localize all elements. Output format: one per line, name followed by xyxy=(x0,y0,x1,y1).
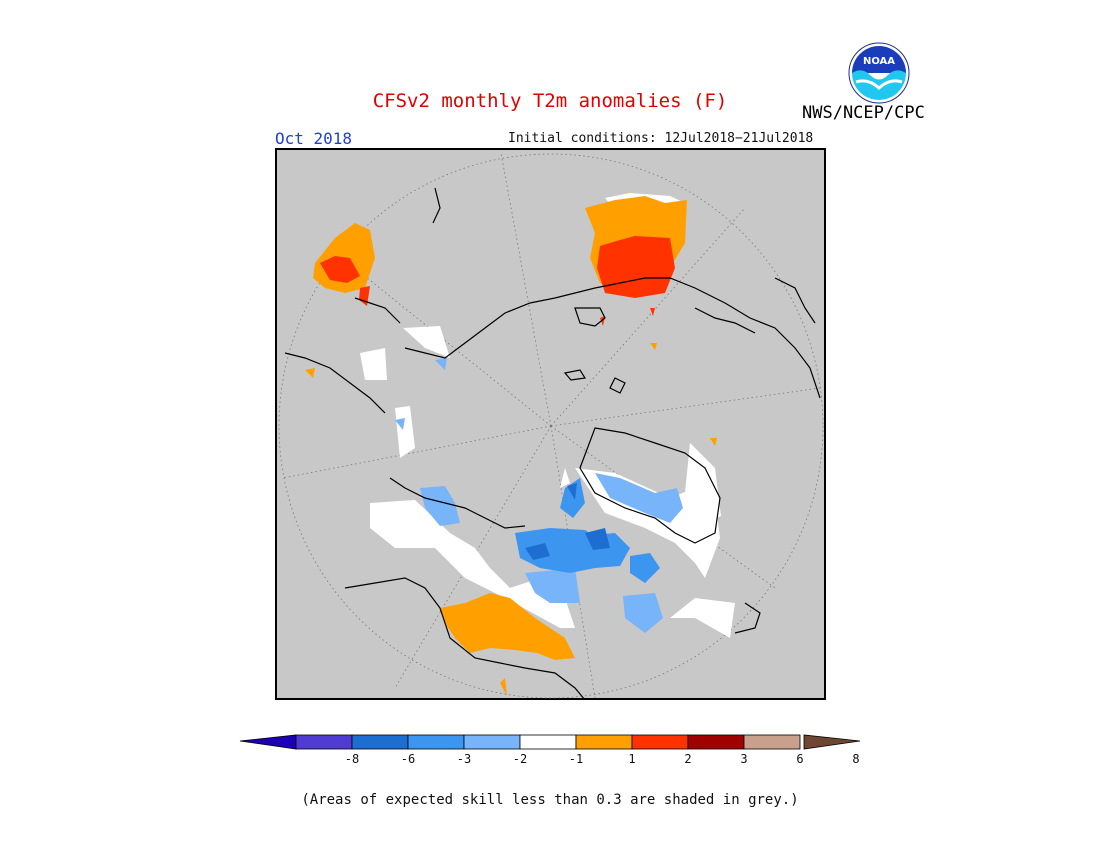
graticule xyxy=(278,152,824,699)
colorbar-tick-label: 1 xyxy=(628,752,635,766)
anomaly-light-blue-areas xyxy=(395,358,683,633)
colorbar-box xyxy=(519,734,577,750)
chart-title: CFSv2 monthly T2m anomalies (F) xyxy=(372,90,728,112)
colorbar-tick-label: 8 xyxy=(852,752,859,766)
colorbar-tick-label: 3 xyxy=(740,752,747,766)
anomaly-dark-blue-areas xyxy=(525,483,610,560)
colorbar-box xyxy=(631,734,689,750)
colorbar-box xyxy=(351,734,409,750)
coastlines xyxy=(284,187,821,700)
colorbar-tick-label: -3 xyxy=(457,752,471,766)
polar-anomaly-map xyxy=(275,148,826,700)
colorbar-box xyxy=(575,734,633,750)
colorbar-box xyxy=(463,734,521,750)
initial-conditions-label: Initial conditions: 12Jul2018−21Jul2018 xyxy=(508,131,814,146)
colorbar: -8 -6 -3 -2 -1 1 2 3 6 8 xyxy=(239,734,861,766)
colorbar-box xyxy=(295,734,353,750)
skill-note: (Areas of expected skill less than 0.3 a… xyxy=(301,792,799,808)
colorbar-arrow-left xyxy=(239,734,297,750)
colorbar-box xyxy=(407,734,465,750)
colorbar-tick-label: -1 xyxy=(569,752,583,766)
colorbar-tick-label: -2 xyxy=(513,752,527,766)
colorbar-box xyxy=(687,734,745,750)
organization-label: NWS/NCEP/CPC xyxy=(802,103,925,123)
colorbar-tick-label: -8 xyxy=(345,752,359,766)
target-month-label: Oct 2018 xyxy=(275,129,353,148)
colorbar-tick-label: 2 xyxy=(684,752,691,766)
anomaly-red-areas xyxy=(320,236,675,326)
colorbar-box xyxy=(743,734,801,750)
svg-text:NOAA: NOAA xyxy=(863,56,895,67)
colorbar-tick-label: -6 xyxy=(401,752,415,766)
colorbar-arrow-right xyxy=(803,734,861,750)
noaa-logo: NOAA xyxy=(848,42,910,104)
colorbar-tick-label: 6 xyxy=(796,752,803,766)
